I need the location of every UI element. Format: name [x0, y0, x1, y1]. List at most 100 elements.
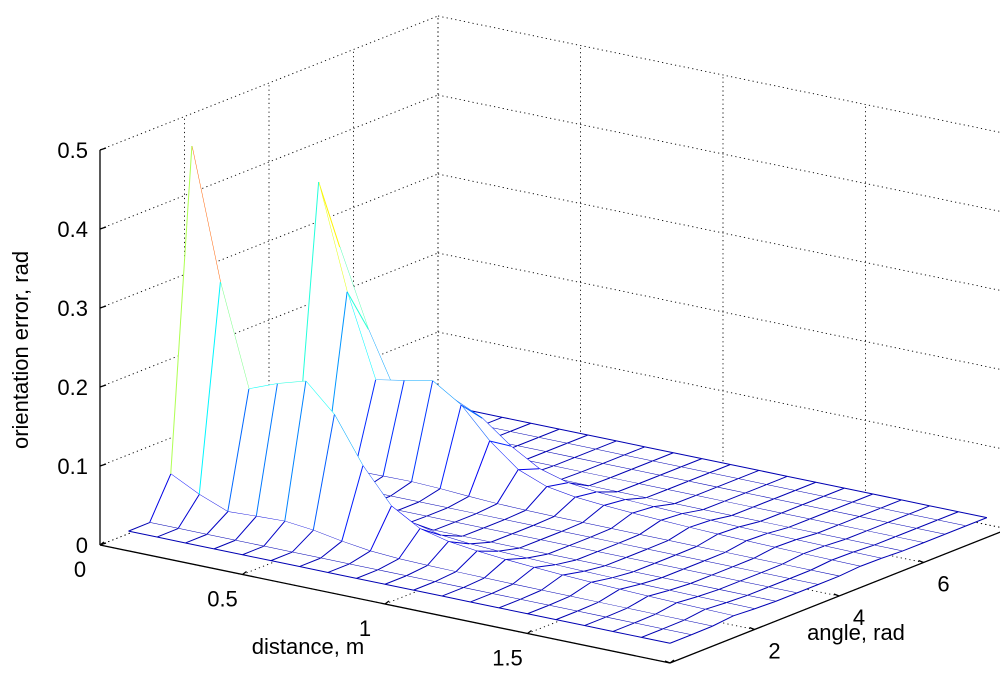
mesh-line-angle	[676, 596, 698, 604]
mesh-line-angle	[234, 516, 257, 541]
mesh-line-angle	[440, 534, 463, 537]
mesh-line-angle	[518, 468, 540, 471]
mesh-line-distance	[519, 547, 548, 555]
mesh-line-angle	[584, 616, 606, 627]
mesh-line-angle	[681, 509, 703, 515]
mesh-line-distance	[873, 544, 903, 552]
mesh-line-angle	[795, 532, 818, 541]
mesh-line-angle	[411, 380, 434, 482]
x-tick-label: 1	[359, 616, 371, 641]
mesh-line-angle	[661, 568, 683, 579]
mesh-line-angle	[655, 602, 677, 615]
mesh-line-distance	[349, 563, 378, 571]
surface-cell	[554, 497, 604, 523]
mesh-line-distance	[745, 492, 774, 500]
mesh-line-angle	[745, 532, 768, 542]
mesh-line-angle	[662, 619, 684, 630]
mesh-line-angle	[768, 578, 790, 588]
surface-cell	[647, 590, 698, 603]
surface-cell	[518, 468, 568, 487]
mesh-line-angle	[746, 586, 769, 596]
mesh-line-angle	[516, 437, 539, 447]
surface-cell	[782, 553, 832, 571]
mesh-line-angle	[460, 404, 483, 419]
mesh-line-angle	[505, 557, 527, 561]
mesh-line-angle	[724, 540, 747, 553]
mesh-line-distance	[559, 428, 588, 436]
mesh-line-angle	[781, 553, 804, 565]
mesh-line-angle	[697, 589, 719, 598]
mesh-line-angle	[426, 541, 449, 566]
mesh-line-distance	[815, 481, 845, 489]
mesh-line-distance	[248, 383, 278, 390]
mesh-line-angle	[461, 527, 484, 537]
mesh-line-angle	[346, 291, 369, 330]
surface-cell	[512, 567, 563, 591]
surface-cell	[596, 491, 646, 500]
mesh-line-distance	[498, 607, 528, 615]
surface-cell	[590, 577, 641, 590]
mesh-line-distance	[725, 602, 755, 610]
mesh-line-distance	[206, 534, 236, 541]
mesh-line-angle	[589, 528, 612, 538]
mesh-line-angle	[831, 551, 853, 561]
mesh-line-angle	[483, 519, 505, 529]
mesh-line-angle	[652, 452, 674, 462]
mesh-line-angle	[512, 567, 535, 585]
surface-cell	[619, 584, 669, 597]
mesh-line-angle	[552, 457, 575, 467]
z-tick-mark	[99, 463, 107, 467]
mesh-line-angle	[802, 545, 825, 555]
mesh-line-angle	[547, 545, 569, 555]
mesh-line-angle	[320, 540, 343, 559]
surface-cell	[533, 564, 584, 576]
mesh-line-angle	[582, 505, 604, 523]
mesh-line-angle	[498, 599, 521, 609]
mesh-line-distance	[701, 458, 731, 466]
mesh-line-distance	[476, 550, 506, 561]
mesh-line-angle	[369, 505, 392, 552]
mesh-line-distance	[574, 457, 603, 465]
mesh-line-distance	[577, 610, 606, 618]
mesh-line-distance	[463, 587, 492, 595]
surface-cell	[660, 513, 711, 528]
y-tick-label: 0	[684, 672, 696, 674]
mesh-line-distance	[548, 604, 578, 612]
mesh-line-angle	[704, 602, 727, 610]
mesh-line-angle	[602, 454, 624, 465]
mesh-line-angle	[433, 521, 455, 531]
surface-cell	[603, 499, 654, 514]
mesh-line-angle	[915, 519, 938, 529]
x-axis-label: distance, m	[252, 634, 365, 659]
mesh-line-angle	[610, 512, 633, 530]
mesh-line-angle	[667, 527, 690, 541]
mesh-line-angle	[712, 615, 734, 627]
mesh-line-distance	[718, 589, 748, 596]
surface-cell	[434, 571, 485, 588]
mesh-line-angle	[646, 540, 669, 550]
mesh-line-distance	[462, 535, 491, 543]
mesh-line-angle	[284, 381, 307, 522]
mesh-line-distance	[730, 464, 759, 471]
mesh-line-angle	[631, 506, 654, 514]
mesh-line-angle	[630, 460, 653, 470]
mesh-line-distance	[469, 543, 499, 552]
surface-cell	[484, 559, 534, 585]
surface-cell	[235, 516, 285, 547]
surface-cell	[398, 528, 449, 566]
mesh-line-angle	[767, 526, 789, 534]
mesh-line-angle	[881, 550, 903, 559]
mesh-line-angle	[703, 551, 726, 562]
mesh-line-angle	[690, 625, 713, 636]
mesh-line-angle	[318, 181, 341, 248]
surface-cell	[390, 481, 440, 502]
mesh-line-angle	[540, 531, 562, 541]
mesh-line-distance	[156, 536, 186, 544]
mesh-line-angle	[597, 588, 620, 603]
mesh-line-distance	[887, 522, 917, 529]
mesh-line-angle	[737, 469, 760, 480]
mesh-line-distance	[235, 539, 264, 547]
surface-cell	[170, 146, 221, 495]
mesh-line-angle	[965, 517, 988, 527]
wall-grid-line	[437, 94, 1000, 212]
